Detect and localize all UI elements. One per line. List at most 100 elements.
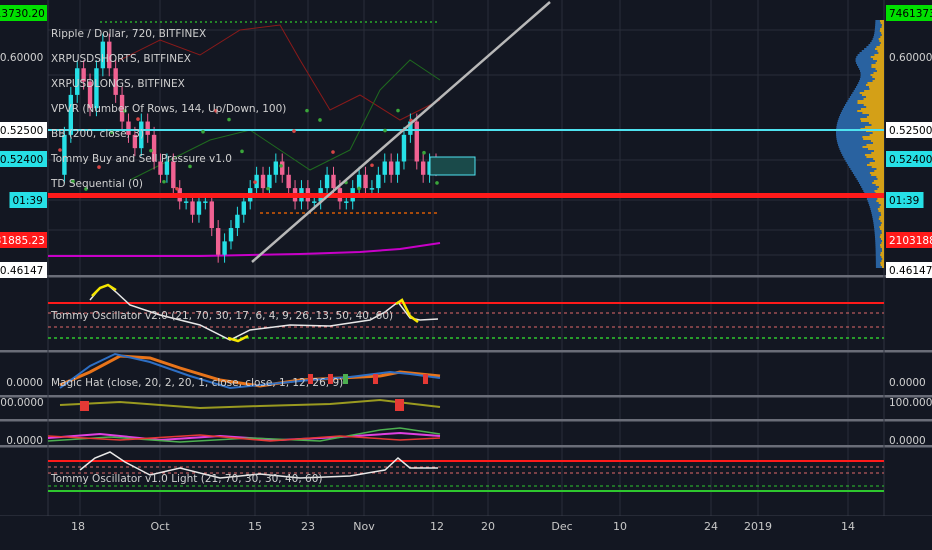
volume-bar-up [855,176,877,178]
volume-bar-up [858,66,872,68]
magic-hat-signal [328,374,333,384]
volume-bar-down [859,92,884,94]
time-axis[interactable]: 18 Oct 15 23 Nov 12 20 Dec 10 24 2019 14 [71,520,855,533]
volume-bar-down [875,62,884,64]
volume-bar-down [881,24,884,26]
volume-bar-up [850,168,877,170]
price-label: 0.52500 [889,125,932,137]
legend-line: Tommy Buy and Sell Pressure v1.0 [50,153,232,165]
volume-bar-up [873,226,880,228]
volume-bar-up [875,26,882,28]
legend-oscillator-v2[interactable]: Tommy Oscillator v2.0 (21, 70, 30, 17, 6… [50,310,393,322]
volume-bar-up [863,190,875,192]
volume-bar-up [874,230,882,232]
volume-bar-up [859,68,876,70]
td-count-marker [422,150,426,155]
td-count-marker [84,187,88,191]
candle-body [196,201,202,215]
volume-bar-down [876,60,884,62]
volume-bar-up [857,64,872,66]
volume-bar-down [863,104,884,106]
pane-separator [0,350,932,353]
candle-body [100,41,106,69]
pane-separator [0,419,932,422]
volume-bar-down [869,134,884,136]
candle-body [228,228,234,242]
time-tick-label: Nov [353,520,375,533]
magic-hat-signal [373,374,378,384]
time-tick-label: Dec [551,520,572,533]
volume-bar-up [837,120,861,122]
volume-bar-up [875,242,882,244]
td-count-marker [136,117,140,121]
volume-bar-down [869,88,884,90]
price-label: 0.52400 [889,154,932,166]
candle-body [222,241,227,255]
price-label: 21031885.23 [889,235,932,247]
volume-bar-up [843,106,867,108]
volume-bar-up [857,54,875,56]
td-count-marker [175,186,179,191]
candle-body [203,201,208,203]
volume-bar-down [868,122,884,124]
volume-bar-down [880,42,884,44]
legend-line: BB (200, close, 3) [51,128,144,140]
candle-body [68,94,74,135]
volume-bar-up [857,180,874,182]
volume-bar-up [875,266,882,268]
price-label-box [886,151,932,167]
volume-bar-down [882,240,884,242]
volume-bar-down [876,70,884,72]
legend-magic-hat[interactable]: Magic Hat (close, 20, 2, 20, 1, close, c… [51,377,343,389]
legend-oscillator-light[interactable]: Tommy Oscillator v1.0 Light (21, 70, 30,… [50,473,322,485]
candle-body [215,228,221,255]
volume-bar-down [879,40,884,42]
candle-body [241,201,246,215]
volume-bar-down [880,204,884,206]
volume-bar-up [875,262,881,264]
time-tick-label: 12 [430,520,444,533]
volume-bar-up [875,250,882,252]
volume-bar-down [873,158,884,160]
price-label: 0.52400 [0,154,43,166]
volume-bar-down [869,162,884,164]
volume-bar-down [874,48,884,50]
candle-body [81,68,86,82]
td-count-marker [396,108,400,113]
magic-hat-pane [59,352,441,411]
time-axis-background [0,516,932,550]
volume-bar-down [881,26,884,28]
volume-bar-down [881,232,884,234]
volume-bar-up [845,160,875,162]
candle-body [260,174,266,189]
pane3-red-line [47,434,441,442]
bollinger-band-line [48,242,441,257]
volume-bar-down [876,168,884,170]
volume-bar-down [881,260,884,262]
price-label: 21031885.23 [0,235,45,247]
volume-bar-down [878,52,884,54]
volume-bar-down [877,208,884,210]
volume-bar-down [880,264,884,266]
volume-bar-down [880,22,884,24]
shorts-line [119,24,441,121]
legend-line: TD Sequential (0) [50,178,143,190]
volume-bar-up [873,34,882,36]
volume-bar-down [863,98,884,100]
candle-body [132,134,138,149]
td-count-marker [253,180,257,184]
volume-bar-down [881,214,884,216]
volume-bar-up [839,148,868,150]
osc-overbought-segment-2 [395,298,419,323]
volume-bar-up [856,56,871,58]
left-price-axis[interactable]: 74613730.20 0.60000 0.52500 0.52400 01:39 210… [0,5,48,447]
candle-body [376,174,381,189]
right-price-axis[interactable]: 74613730.20 0.60000 0.52500 0.52400 01:39 210… [886,5,932,447]
trend-line[interactable] [251,1,551,263]
volume-bar-down [881,256,884,258]
candle-body [369,188,375,190]
volume-bar-up [870,210,879,212]
volume-bar-down [879,226,884,228]
price-label-box [0,5,48,21]
